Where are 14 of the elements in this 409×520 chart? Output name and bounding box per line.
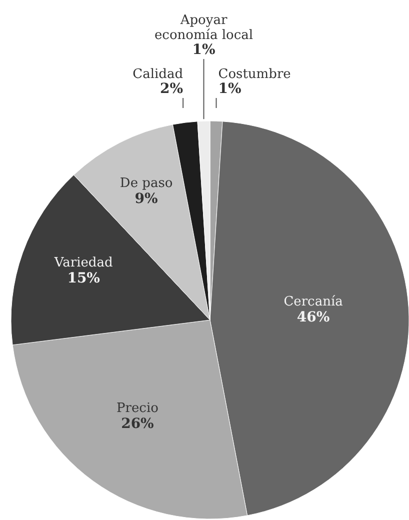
slice-label: Variedad (53, 256, 113, 270)
slice-label: Cercanía (284, 294, 344, 310)
data-label: 1% (218, 81, 242, 97)
slice-label: Apoyar economía local (154, 13, 254, 43)
data-label: 15% (67, 270, 100, 286)
slice-label: De paso (120, 176, 173, 191)
data-label: 9% (134, 190, 158, 207)
data-label: 2% (160, 81, 184, 97)
slice-label: Calidad (132, 67, 184, 82)
slice-label: Costumbre (218, 67, 292, 82)
slice-label: Precio (116, 400, 159, 416)
data-label: 1% (192, 42, 216, 58)
data-label: 46% (296, 310, 330, 326)
data-label: 26% (121, 416, 154, 432)
